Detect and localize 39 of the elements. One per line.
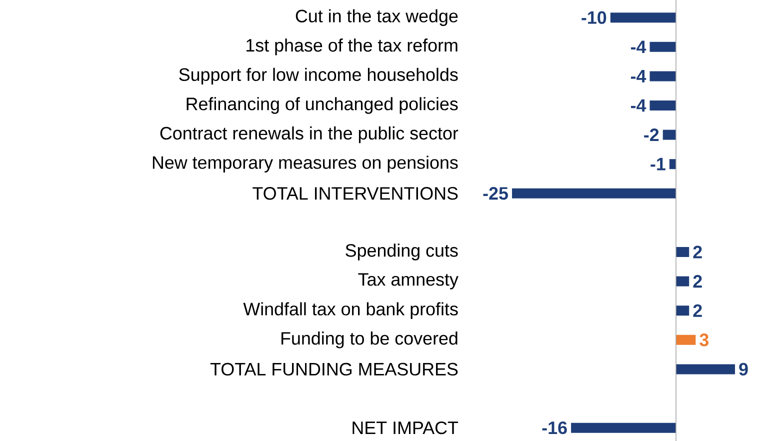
bar <box>676 364 736 374</box>
y-tick-label: Tax amnesty <box>358 273 458 290</box>
y-tick-label: Windfall tax on bank profits <box>243 302 458 319</box>
bar <box>512 188 676 198</box>
y-tick-label: Contract renewals in the public sector <box>160 126 458 144</box>
bar <box>676 247 690 258</box>
bar <box>650 42 676 52</box>
data-label: 9 <box>739 362 748 376</box>
bar <box>650 71 676 82</box>
bar <box>662 130 676 140</box>
data-label: -16 <box>542 421 567 434</box>
data-label: -4 <box>630 70 646 82</box>
data-label: -4 <box>630 99 646 112</box>
y-tick-label: Support for low income households <box>179 68 458 85</box>
data-label: 2 <box>693 275 702 288</box>
data-label: -4 <box>630 40 646 54</box>
y-tick-label: Cut in the tax wedge <box>296 9 458 26</box>
y-tick-label: Funding to be covered <box>281 332 458 348</box>
data-label: 3 <box>700 334 708 346</box>
bar <box>676 334 696 345</box>
bar <box>669 159 676 170</box>
bar <box>676 276 690 286</box>
bar <box>676 306 690 316</box>
data-label: 2 <box>693 304 702 317</box>
data-label: -10 <box>582 11 606 24</box>
y-tick-label: NET IMPACT <box>352 421 458 434</box>
y-tick-label: Spending cuts <box>346 244 458 260</box>
bar <box>571 422 676 433</box>
data-label: 2 <box>693 246 702 258</box>
y-tick-label: Refinancing of unchanged policies <box>186 97 458 114</box>
data-label: -25 <box>483 187 508 200</box>
y-tick-label: New temporary measures on pensions <box>152 156 458 172</box>
data-label: -1 <box>650 158 666 170</box>
bar <box>610 12 676 23</box>
data-label: -2 <box>644 128 659 142</box>
y-tick-label: TOTAL INTERVENTIONS <box>252 187 458 200</box>
y-tick-label: TOTAL FUNDING MEASURES <box>210 362 458 376</box>
y-tick-label: 1st phase of the tax reform <box>246 38 458 56</box>
bar <box>650 100 676 110</box>
